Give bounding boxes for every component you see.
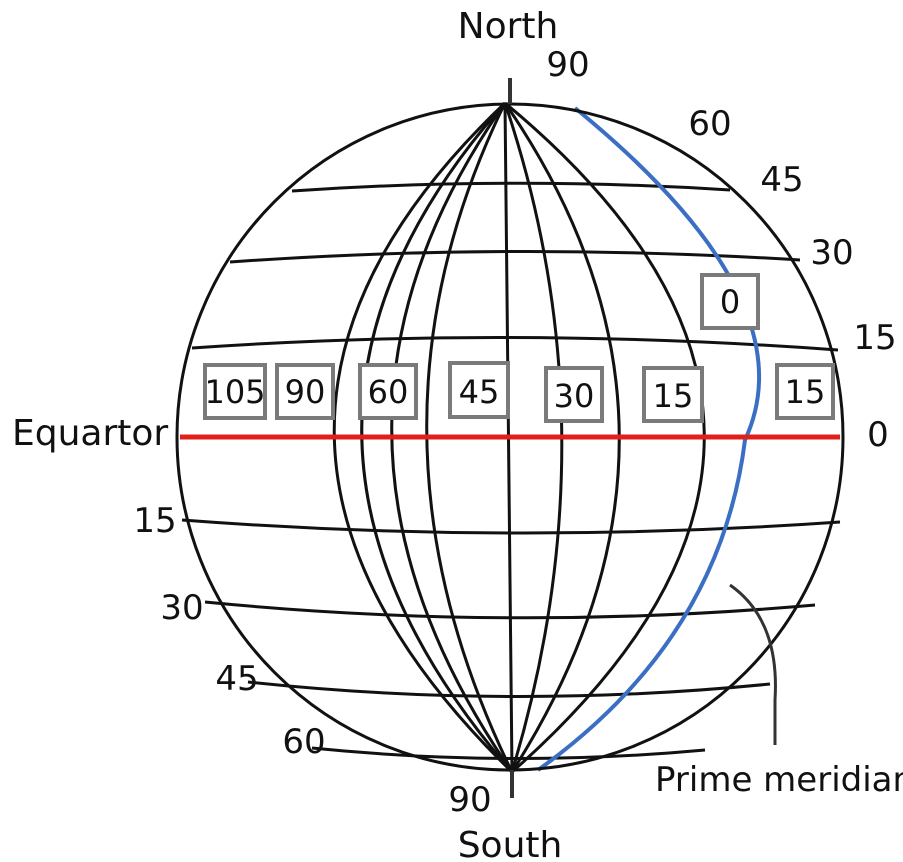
latitude-line-60n xyxy=(291,181,731,193)
prime-meridian-label: Prime meridian xyxy=(655,760,903,800)
longitude-box-90: 90 xyxy=(275,363,335,420)
prime-meridian-line xyxy=(536,106,761,772)
latitude-label-south-60: 60 xyxy=(282,722,325,762)
longitude-box-label: 105 xyxy=(204,373,265,411)
meridian-90 xyxy=(360,102,514,773)
latitude-line-15s xyxy=(181,518,841,535)
meridian-105 xyxy=(332,101,514,774)
latitude-line-60s xyxy=(311,746,706,761)
latitude-line-15n xyxy=(191,335,839,352)
longitude-box-60: 60 xyxy=(358,363,418,420)
meridian-15e xyxy=(504,101,706,774)
latitude-label-north-30: 30 xyxy=(810,233,853,273)
longitude-box-0: 0 xyxy=(700,273,760,330)
latitude-label-north-60: 60 xyxy=(688,104,731,144)
prime-meridian-pointer xyxy=(729,583,777,745)
meridian-30 xyxy=(503,102,564,773)
longitude-box-label: 60 xyxy=(368,373,409,411)
latitude-label-south-45: 45 xyxy=(215,659,258,699)
latitude-label-north-90: 90 xyxy=(546,45,589,85)
longitude-box-105: 105 xyxy=(203,363,267,420)
latitude-line-30n xyxy=(229,249,801,264)
latitude-label-south-90: 90 xyxy=(448,780,491,820)
longitude-box-label: 15 xyxy=(785,373,826,411)
equator-label: Equartor xyxy=(12,413,168,454)
longitude-box-30: 30 xyxy=(544,366,604,423)
latitude-label-0: 0 xyxy=(867,415,889,455)
latitude-label-south-30: 30 xyxy=(160,588,203,628)
longitude-box-label: 15 xyxy=(653,377,694,415)
meridian-75 xyxy=(390,102,514,773)
longitude-box-45: 45 xyxy=(448,361,510,419)
latitude-label-south-15: 15 xyxy=(133,501,176,541)
longitude-box-label: 45 xyxy=(459,373,500,411)
latitude-line-45s xyxy=(247,680,771,699)
longitude-box-15-east: 15 xyxy=(775,363,835,420)
north-label: North xyxy=(458,6,559,47)
longitude-box-label: 30 xyxy=(554,377,595,415)
meridian-15 xyxy=(503,102,621,773)
latitude-label-north-45: 45 xyxy=(760,160,803,200)
latitude-label-north-15: 15 xyxy=(853,318,896,358)
longitude-box-label: 90 xyxy=(285,373,326,411)
south-label: South xyxy=(458,825,563,862)
longitude-box-label: 0 xyxy=(720,283,740,321)
longitude-box-15: 15 xyxy=(642,366,704,423)
meridian-60 xyxy=(425,102,514,773)
longitude-lines xyxy=(332,101,706,774)
